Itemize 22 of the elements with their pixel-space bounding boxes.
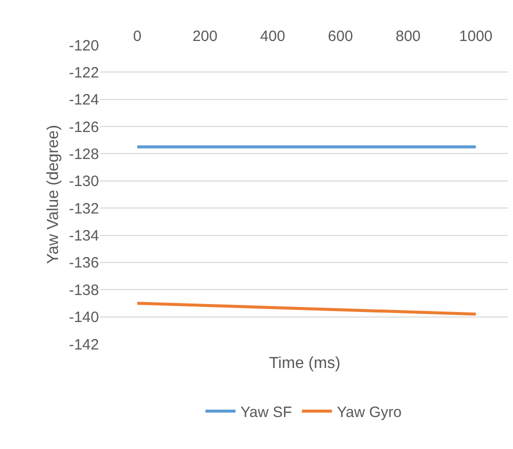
x-tick-label: 0 xyxy=(133,28,142,45)
x-tick-label: 200 xyxy=(192,28,218,45)
y-tick-label: -136 xyxy=(68,254,99,272)
y-tick-label: -120 xyxy=(68,37,99,54)
x-tick-label: 600 xyxy=(328,28,353,45)
y-tick-label: -130 xyxy=(68,173,99,190)
y-tick-label: -140 xyxy=(68,309,99,326)
legend-label: Yaw Gyro xyxy=(336,404,402,421)
x-tick-label: 1000 xyxy=(459,28,493,45)
y-tick-label: -128 xyxy=(68,146,99,163)
x-axis-title: Time (ms) xyxy=(269,355,340,372)
legend-label: Yaw SF xyxy=(240,404,292,421)
y-tick-label: -134 xyxy=(68,228,99,245)
y-tick-label: -142 xyxy=(68,336,99,354)
x-tick-label: 400 xyxy=(260,28,286,45)
x-tick-label: 800 xyxy=(396,28,421,45)
y-tick-label: -132 xyxy=(68,200,99,218)
y-tick-label: -138 xyxy=(68,282,99,299)
y-tick-label: -126 xyxy=(68,118,99,136)
y-axis-title: Yaw Value (degree) xyxy=(44,124,62,264)
y-tick-label: -122 xyxy=(68,64,99,82)
y-tick-label: -124 xyxy=(68,92,99,109)
